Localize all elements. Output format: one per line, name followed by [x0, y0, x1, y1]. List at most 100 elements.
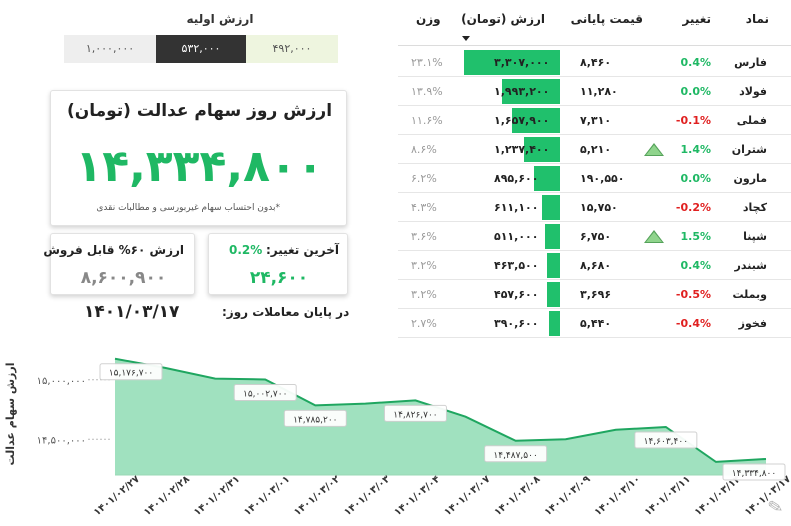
holdings-table: نماد تغییر قیمت پایانی ارزش (تومان) وزن …	[398, 0, 791, 340]
table-header: نماد تغییر قیمت پایانی ارزش (تومان) وزن	[398, 0, 791, 46]
value-cell: ۶۱۱,۱۰۰	[494, 201, 539, 214]
sellable-value-number: ۸,۶۰۰,۹۰۰	[80, 268, 167, 288]
value-bar	[545, 224, 560, 249]
value-cell: ۸۹۵,۶۰۰	[494, 172, 539, 185]
value-bar	[549, 311, 560, 336]
data-label: ۱۴,۴۸۷,۵۰۰	[493, 451, 537, 461]
weight-cell: ۱۳.۹%	[411, 85, 443, 98]
value-cell: ۳,۳۰۷,۰۰۰	[494, 56, 550, 69]
up-arrow-icon	[644, 143, 664, 156]
change-cell: -0.4%	[675, 317, 711, 330]
x-tick-label: ۱۴۰۱/۰۳/۰۷	[442, 474, 492, 519]
data-label-box	[99, 363, 163, 381]
header-weight[interactable]: وزن	[416, 12, 441, 26]
price-cell: ۱۵,۷۵۰	[580, 201, 618, 214]
weight-cell: ۲.۷%	[411, 317, 437, 330]
y-tick-label: ۱۵,۰۰۰,۰۰۰	[37, 376, 86, 387]
weight-cell: ۸.۶%	[411, 143, 437, 156]
data-label-box	[722, 463, 786, 481]
weight-cell: ۳.۲%	[411, 288, 437, 301]
table-row[interactable]: شپنا 1.5% ۶,۷۵۰ ۵۱۱,۰۰۰ ۳.۶%	[398, 222, 791, 251]
data-label: ۱۵,۱۷۶,۷۰۰	[109, 369, 153, 379]
trading-day-date: ۱۴۰۱/۰۳/۱۷	[84, 302, 180, 322]
change-cell: -0.2%	[675, 201, 711, 214]
symbol-cell: شتران	[731, 143, 767, 156]
last-change-percent: 0.2%	[229, 243, 263, 257]
data-label: ۱۴,۸۲۶,۷۰۰	[393, 410, 437, 420]
x-tick-label: ۱۴۰۱/۰۳/۰۱	[242, 474, 292, 519]
change-cell: 0.0%	[680, 85, 711, 98]
header-change[interactable]: تغییر	[682, 12, 711, 26]
value-cell: ۱,۶۵۷,۹۰۰	[494, 114, 550, 127]
header-price[interactable]: قیمت پایانی	[570, 12, 643, 26]
price-cell: ۵,۲۱۰	[580, 143, 612, 156]
change-cell: -0.1%	[675, 114, 711, 127]
symbol-cell: شبندر	[734, 259, 767, 272]
symbol-cell: فملی	[736, 114, 767, 127]
price-cell: ۸,۴۶۰	[580, 56, 612, 69]
sort-desc-icon[interactable]	[462, 36, 470, 41]
table-row[interactable]: فخوز -0.4% ۵,۴۴۰ ۳۹۰,۶۰۰ ۲.۷%	[398, 309, 791, 338]
x-tick-label: ۱۴۰۱/۰۳/۰۳	[342, 474, 392, 519]
sellable-value-label: ارزش ۶۰% قابل فروش	[43, 243, 184, 257]
symbol-cell: فارس	[734, 56, 767, 69]
value-cell: ۳۹۰,۶۰۰	[494, 317, 539, 330]
change-cell: 0.4%	[680, 259, 711, 272]
daily-value-note: *بدون احتساب سهام غیربورسی و مطالبات نقد…	[96, 203, 280, 213]
y-axis-label: ارزش سهام عدالت	[4, 363, 17, 466]
table-row[interactable]: وبملت -0.5% ۳,۶۹۶ ۴۵۷,۶۰۰ ۳.۲%	[398, 280, 791, 309]
table-row[interactable]: فولاد 0.0% ۱۱,۲۸۰ ۱,۹۹۳,۲۰۰ ۱۳.۹%	[398, 77, 791, 106]
y-tick-label: ۱۴,۵۰۰,۰۰۰	[37, 435, 86, 446]
weight-cell: ۳.۶%	[411, 230, 437, 243]
table-row[interactable]: کچاد -0.2% ۱۵,۷۵۰ ۶۱۱,۱۰۰ ۴.۳%	[398, 193, 791, 222]
x-tick-label: ۱۴۰۱/۰۲/۲۸	[142, 474, 192, 519]
daily-value-title: ارزش روز سهام عدالت (تومان)	[66, 101, 333, 121]
x-tick-label: ۱۴۰۱/۰۲/۳۱	[192, 474, 242, 519]
value-history-chart: ۱۴,۵۰۰,۰۰۰ ۱۵,۰۰۰,۰۰۰ ارزش سهام عدالت ۱۴۰۱/…	[4, 357, 791, 519]
value-cell: ۴۵۷,۶۰۰	[494, 288, 539, 301]
change-cell: 1.4%	[680, 143, 711, 156]
x-tick-label: ۱۴۰۱/۰۲/۲۷	[92, 474, 142, 519]
header-value[interactable]: ارزش (تومان)	[461, 12, 545, 26]
initial-value-selector: ۱,۰۰۰,۰۰۰ ۵۳۲,۰۰۰ ۴۹۲,۰۰۰	[64, 35, 338, 63]
data-label-box	[634, 431, 698, 449]
value-cell: ۱,۹۹۳,۲۰۰	[494, 85, 550, 98]
trading-day-label: در پایان معاملات روز:	[222, 305, 350, 319]
value-bar	[524, 137, 560, 162]
value-bar	[502, 79, 560, 104]
symbol-cell: فولاد	[739, 85, 767, 98]
weight-cell: ۲۳.۱%	[411, 56, 443, 69]
last-change-value: ۲۴,۶۰۰	[249, 268, 309, 288]
last-change-label: آخرین تغییر:	[265, 243, 339, 257]
data-label-box	[283, 409, 347, 427]
weight-cell: ۴.۳%	[411, 201, 437, 214]
header-symbol[interactable]: نماد	[745, 12, 769, 26]
table-row[interactable]: شبندر 0.4% ۸,۶۸۰ ۴۶۳,۵۰۰ ۳.۲%	[398, 251, 791, 280]
symbol-cell: شپنا	[743, 230, 767, 243]
value-cell: ۴۶۳,۵۰۰	[494, 259, 539, 272]
initial-option-492000[interactable]: ۴۹۲,۰۰۰	[246, 35, 338, 63]
initial-value-title: ارزش اولیه	[186, 12, 254, 26]
weight-cell: ۶.۲%	[411, 172, 437, 185]
daily-value-number: ۱۴,۳۳۴,۸۰۰	[75, 141, 324, 192]
table-row[interactable]: مارون 0.0% ۱۹۰,۵۵۰ ۸۹۵,۶۰۰ ۶.۲%	[398, 164, 791, 193]
data-label: ۱۴,۷۸۵,۲۰۰	[293, 415, 337, 425]
symbol-cell: فخوز	[738, 317, 767, 330]
price-cell: ۱۱,۲۸۰	[580, 85, 618, 98]
data-label: ۱۵,۰۰۲,۷۰۰	[243, 389, 287, 399]
data-label-box	[233, 383, 297, 401]
table-row[interactable]: شتران 1.4% ۵,۲۱۰ ۱,۲۳۷,۴۰۰ ۸.۶%	[398, 135, 791, 164]
x-tick-label: ۱۴۰۱/۰۳/۰۲	[292, 474, 342, 519]
sellable-value-card: ارزش ۶۰% قابل فروش ۸,۶۰۰,۹۰۰	[43, 233, 195, 295]
price-cell: ۶,۷۵۰	[580, 230, 612, 243]
data-label: ۱۴,۶۰۳,۴۰۰	[644, 437, 688, 447]
weight-cell: ۱۱.۶%	[411, 114, 443, 127]
change-cell: 1.5%	[680, 230, 711, 243]
weight-cell: ۳.۲%	[411, 259, 437, 272]
table-row[interactable]: فارس 0.4% ۸,۴۶۰ ۳,۳۰۷,۰۰۰ ۲۳.۱%	[398, 48, 791, 77]
initial-option-532000[interactable]: ۵۳۲,۰۰۰	[156, 35, 246, 63]
initial-option-1000000[interactable]: ۱,۰۰۰,۰۰۰	[64, 35, 156, 63]
price-cell: ۷,۳۱۰	[580, 114, 612, 127]
symbol-cell: مارون	[733, 172, 768, 185]
table-row[interactable]: فملی -0.1% ۷,۳۱۰ ۱,۶۵۷,۹۰۰ ۱۱.۶%	[398, 106, 791, 135]
